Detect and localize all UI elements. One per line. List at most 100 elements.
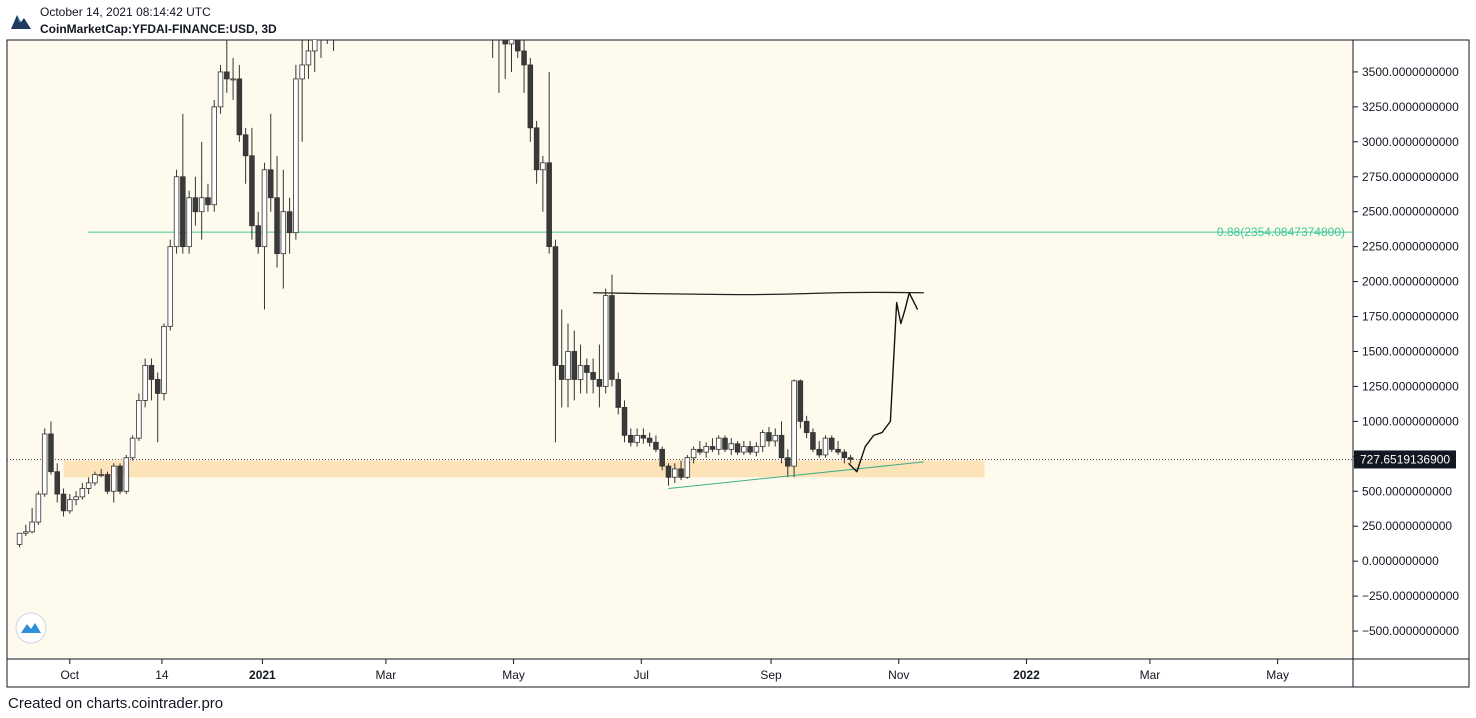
candle-body — [67, 499, 73, 512]
candle-body — [816, 448, 822, 456]
x-tick-label: 2021 — [249, 668, 276, 682]
candle-body — [628, 434, 634, 443]
candle-body — [822, 437, 829, 456]
candle-body — [841, 451, 848, 459]
candle-body — [672, 468, 678, 478]
x-tick-label: Sep — [760, 668, 782, 682]
candle-body — [23, 531, 29, 534]
candle-body — [123, 457, 130, 492]
candle-body — [186, 197, 192, 248]
candle-body — [615, 379, 622, 408]
support-zone-layer — [63, 460, 985, 478]
time-axis[interactable] — [6, 658, 1354, 688]
candle-body — [521, 50, 527, 66]
candle-body — [584, 365, 590, 373]
x-axis-labels: Oct 14 2021 Mar May Jul Sep Nov 2022 Mar May — [60, 659, 1289, 682]
x-tick-label: Oct — [60, 668, 79, 682]
y-axis-labels: 3500.0000000000 3250.0000000000 3000.00000… — [1353, 65, 1459, 638]
candle-body — [747, 446, 753, 453]
candle-body — [211, 106, 217, 206]
last-price-badge — [1354, 450, 1456, 469]
candle-body — [533, 127, 540, 171]
candle-body — [136, 400, 142, 439]
y-tick-label: 3500.0000000000 — [1362, 65, 1459, 79]
candle-body — [286, 211, 293, 234]
candle-body — [236, 78, 243, 136]
x-tick-label: Jul — [634, 668, 649, 682]
chart-symbol: CoinMarketCap:YFDAI-FINANCE:USD, 3D — [40, 22, 277, 36]
candle-body — [640, 434, 647, 439]
candle-body — [552, 246, 559, 366]
candle-body — [490, 23, 495, 24]
candle-body — [48, 433, 54, 473]
candle-body — [217, 71, 224, 108]
candle-body — [54, 471, 60, 495]
candle-body — [104, 474, 111, 492]
candle-body — [709, 446, 716, 450]
candle-body — [299, 64, 305, 80]
y-tick-label: −250.0000000000 — [1362, 589, 1459, 603]
candle-body — [753, 446, 760, 453]
candle-body — [653, 441, 659, 450]
x-tick-label: Mar — [376, 668, 397, 682]
candle-body — [502, 40, 508, 45]
candle-body — [609, 295, 615, 380]
candle-body — [242, 134, 249, 157]
candle-body — [835, 448, 841, 453]
candle-body — [734, 443, 741, 453]
candle-body — [527, 64, 534, 129]
candle-body — [167, 246, 174, 327]
y-tick-label: 1750.0000000000 — [1362, 310, 1459, 324]
candle-body — [766, 432, 772, 442]
candle-body — [311, 40, 318, 52]
candle-body — [829, 437, 835, 450]
candle-body — [198, 197, 205, 213]
candle-body — [515, 40, 521, 52]
candle-body — [92, 474, 98, 484]
candle-body — [280, 211, 287, 255]
last-price-label: 727.6519136900 — [1360, 452, 1450, 466]
candle-body — [722, 437, 728, 450]
y-tick-label: 2000.0000000000 — [1362, 275, 1459, 289]
price-axis[interactable] — [1352, 39, 1470, 660]
candle-body — [111, 465, 117, 492]
candle-body — [590, 372, 596, 380]
candle-body — [791, 380, 797, 467]
candle-body — [803, 420, 810, 433]
plot-area[interactable] — [6, 39, 1354, 660]
candle-body — [546, 162, 552, 248]
y-tick-label: 1000.0000000000 — [1362, 414, 1459, 428]
candle-body — [772, 434, 779, 442]
candle-body — [684, 457, 691, 478]
candle-body — [180, 176, 186, 248]
candle-body — [305, 50, 312, 66]
candle-body — [741, 446, 747, 453]
fib-level-label: 0.88(2354.0847374800) — [1217, 225, 1345, 239]
x-tick-label: 14 — [155, 668, 169, 682]
price-chart[interactable]: 0.88(2354.0847374800) 3500.0000000000 325… — [0, 0, 1476, 690]
watermark-logo-icon[interactable] — [15, 612, 47, 644]
candle-body — [249, 155, 255, 227]
candle-body — [558, 365, 565, 380]
projection-path — [848, 292, 919, 473]
candle-body — [634, 434, 640, 443]
candle-body — [274, 197, 280, 255]
x-tick-label: May — [502, 668, 525, 682]
chart-timestamp: October 14, 2021 08:14:42 UTC — [40, 5, 211, 19]
candle-body — [621, 407, 628, 436]
candle-body — [29, 521, 35, 533]
x-tick-label: Nov — [888, 668, 909, 682]
candle-body — [293, 78, 299, 234]
x-tick-label: May — [1266, 668, 1289, 682]
candle-body — [497, 23, 502, 30]
candle-body — [577, 365, 584, 380]
candle-body — [117, 465, 123, 492]
axis-corner — [1352, 658, 1470, 688]
candle-body — [79, 488, 86, 498]
candle-body — [785, 457, 791, 467]
plot-background — [6, 39, 1354, 660]
candle-body — [759, 432, 766, 447]
candle-body — [35, 493, 42, 523]
candle-body — [665, 465, 672, 478]
y-tick-label: 3250.0000000000 — [1362, 100, 1459, 114]
